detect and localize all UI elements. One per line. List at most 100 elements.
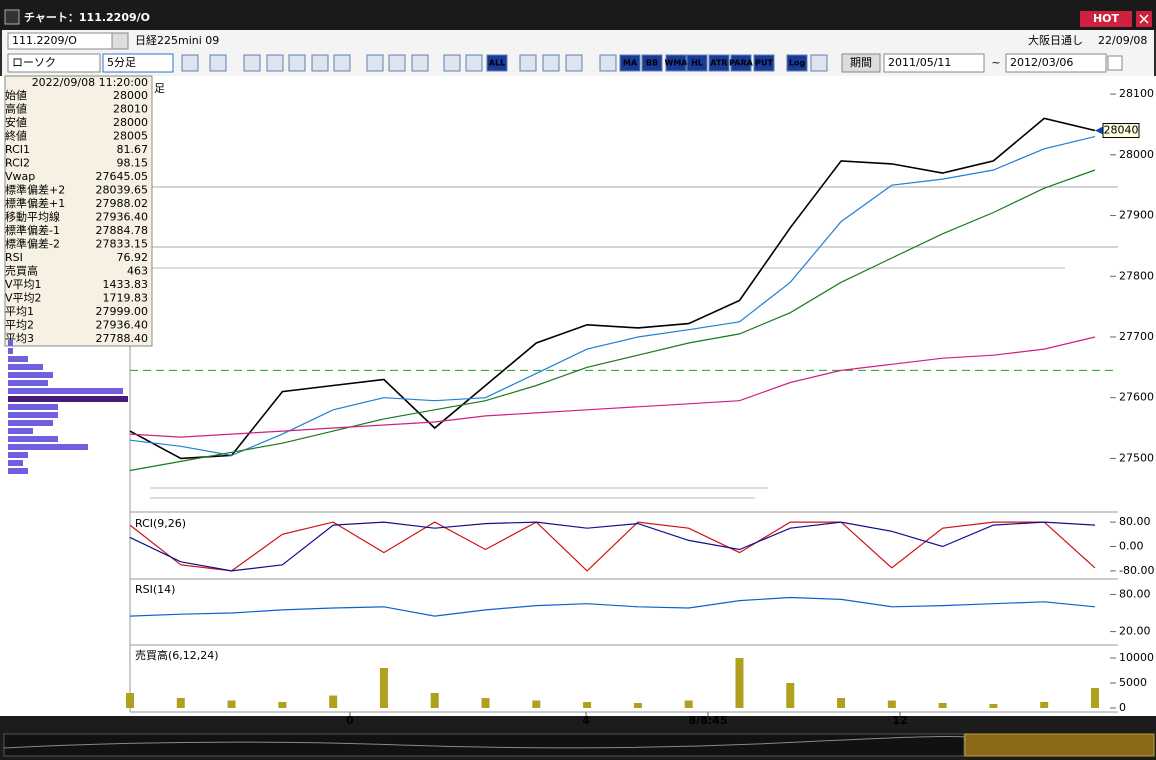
- overview-window[interactable]: [964, 733, 1155, 757]
- volume-profile-bar: [8, 356, 28, 362]
- tool-icon[interactable]: [243, 54, 261, 72]
- price-reference-lines: [130, 186, 1118, 499]
- tool-icon[interactable]: [333, 54, 351, 72]
- tool-icon[interactable]: [641, 54, 663, 72]
- tool-icon[interactable]: [730, 54, 752, 72]
- period-label: 期間: [850, 56, 872, 69]
- tool-icon[interactable]: [665, 54, 687, 72]
- info-label: 平均1: [5, 305, 34, 318]
- info-label: RCI2: [5, 157, 30, 170]
- from-date: 2011/05/11: [888, 56, 951, 69]
- tool-icon[interactable]: [599, 54, 617, 72]
- tool-icon[interactable]: [708, 54, 730, 72]
- y-tick-label: 28100: [1119, 87, 1154, 100]
- volume-bar: [227, 700, 236, 708]
- volume-profile-bar: [8, 348, 13, 354]
- volume-bar: [786, 683, 795, 708]
- volume-profile-bar: [8, 436, 58, 442]
- series-line: [129, 521, 1096, 572]
- tool-icon-label: PARA: [729, 59, 753, 68]
- volume-profile-bar: [8, 372, 53, 378]
- info-value: 28005: [113, 130, 148, 143]
- hot-button[interactable]: [1080, 11, 1132, 27]
- chart-type-box[interactable]: [7, 53, 101, 73]
- panel-title: RSI(14): [135, 583, 175, 596]
- overview[interactable]: [3, 733, 965, 757]
- interval: 5分足: [107, 56, 136, 69]
- info-label: 始値: [5, 88, 27, 102]
- tool-icon[interactable]: [288, 54, 306, 72]
- app-icon: [4, 9, 20, 25]
- tool-icon[interactable]: [443, 54, 461, 72]
- series-line: [129, 169, 1096, 472]
- symbol-dropdown[interactable]: [111, 32, 129, 50]
- x-tick-label: 4: [582, 714, 590, 727]
- y-tick-label: 28000: [1119, 148, 1154, 161]
- chart-type: ローソク: [12, 56, 56, 69]
- info-value: 98.15: [117, 157, 149, 170]
- y-tick-label: 0: [1119, 701, 1126, 714]
- tool-icon-label: PUT: [755, 59, 773, 68]
- window-title: チャート：111.2209/O: [24, 11, 150, 24]
- volume-bar: [126, 693, 134, 708]
- tool-icon[interactable]: [411, 54, 429, 72]
- tool-icon[interactable]: [786, 54, 808, 72]
- hot-label: HOT: [1093, 12, 1120, 25]
- volume-bar: [278, 702, 287, 708]
- close-icon: [1139, 14, 1149, 24]
- tool-icon[interactable]: [519, 54, 537, 72]
- y-tick-label: 20.00: [1119, 625, 1151, 638]
- volume-profile-bar: [8, 444, 88, 450]
- from-box[interactable]: [883, 53, 985, 73]
- tilde: ~: [991, 56, 1000, 69]
- volume-profile-bar: [8, 380, 48, 386]
- info-value: 27936.40: [96, 319, 149, 332]
- tool-icon[interactable]: [542, 54, 560, 72]
- current-price-box: [1102, 123, 1140, 139]
- tool-icon[interactable]: [810, 54, 828, 72]
- panel-corner-label: 足: [154, 82, 165, 95]
- info-value: 76.92: [117, 251, 149, 264]
- info-value: 27833.15: [96, 238, 149, 251]
- tool-icon[interactable]: [753, 54, 775, 72]
- tool-icon[interactable]: [619, 54, 641, 72]
- volume-bar: [735, 658, 744, 708]
- volume-profile-bar: [8, 388, 123, 394]
- volume-profile-bar: [8, 404, 58, 410]
- tool-icon-label: ATR: [710, 59, 727, 68]
- to-date: 2012/03/06: [1010, 56, 1073, 69]
- title-bar: [0, 0, 1156, 30]
- info-label: RCI1: [5, 143, 30, 156]
- tool-icon[interactable]: [311, 54, 329, 72]
- y-tick-label: 80.00: [1119, 587, 1151, 600]
- y-tick-label: 27800: [1119, 269, 1154, 282]
- info-value: 27988.02: [96, 197, 149, 210]
- symbol-name: 日経225mini 09: [135, 34, 219, 47]
- volume-bar: [481, 698, 490, 708]
- tool-icon[interactable]: [686, 54, 708, 72]
- x-tick-label: 12: [892, 714, 907, 727]
- tool-icon[interactable]: [209, 54, 227, 72]
- x-tick-label: 0: [346, 714, 354, 727]
- volume-bar: [989, 704, 998, 708]
- info-label: 安値: [5, 115, 27, 129]
- volume-profile-bar: [8, 428, 33, 434]
- overview-line: [3, 735, 970, 749]
- volume-bar: [633, 703, 642, 708]
- interval-box[interactable]: [102, 53, 174, 73]
- tool-icon[interactable]: [486, 54, 508, 72]
- tool-icon[interactable]: [266, 54, 284, 72]
- info-label: Vwap: [5, 170, 35, 183]
- y-tick-label: 27500: [1119, 451, 1154, 464]
- tool-icon[interactable]: [565, 54, 583, 72]
- tool-icon[interactable]: [366, 54, 384, 72]
- tool-icon[interactable]: [181, 54, 199, 72]
- period-button[interactable]: [841, 53, 881, 73]
- series-line: [129, 596, 1096, 617]
- info-label: 標準偏差+2: [5, 183, 65, 197]
- info-value: 81.67: [117, 143, 149, 156]
- tool-icon[interactable]: [465, 54, 483, 72]
- tool-icon[interactable]: [388, 54, 406, 72]
- checkbox[interactable]: [1107, 55, 1123, 71]
- to-box[interactable]: [1005, 53, 1107, 73]
